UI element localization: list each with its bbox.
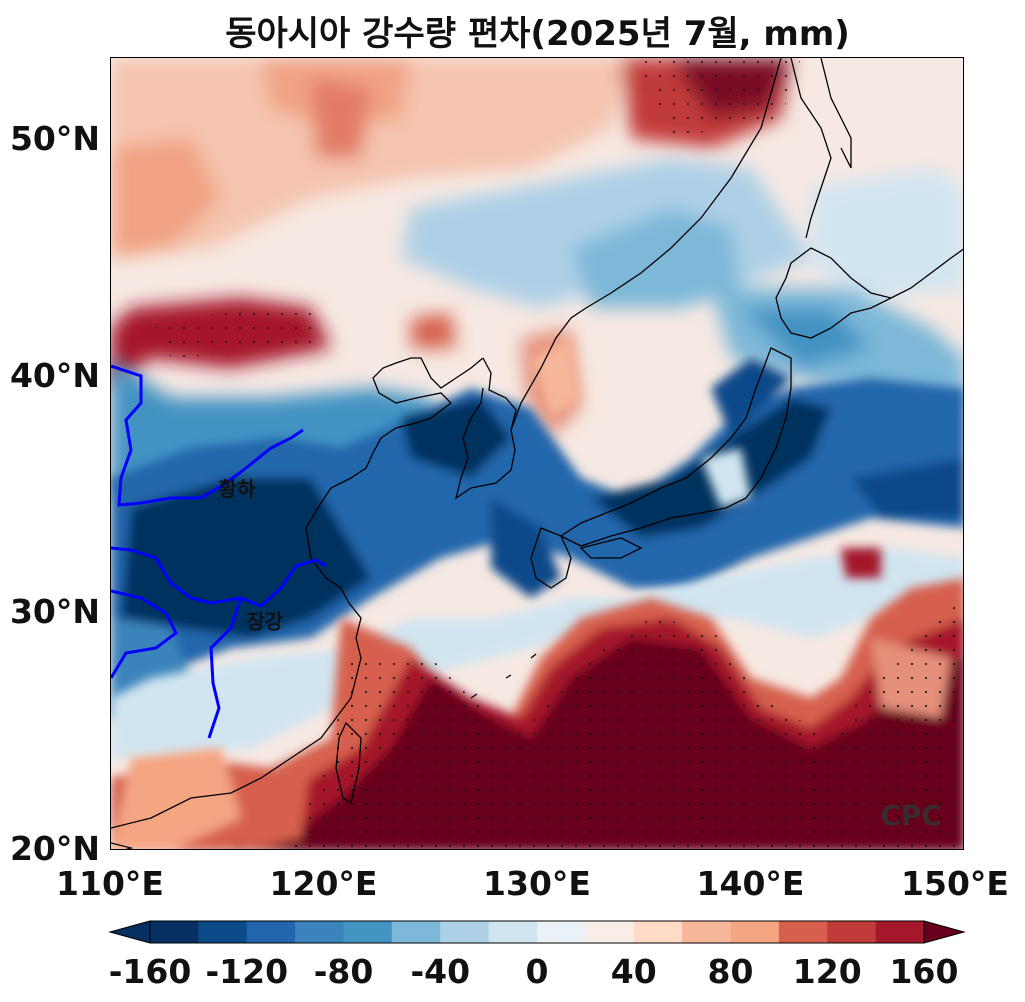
precipitation-anomaly-map: 황하 장강 CPC: [110, 57, 964, 850]
colorbar-tick-label: 80: [707, 952, 754, 991]
colorbar-bin: [391, 921, 441, 943]
colorbar-tick-label: -40: [410, 952, 471, 991]
x-tick-label: 110°E: [56, 864, 164, 903]
colorbar-bin: [488, 921, 538, 943]
colorbar-bin: [778, 921, 828, 943]
anomaly-field: [111, 58, 963, 849]
colorbar-bin: [343, 921, 393, 943]
y-tick-label: 30°N: [9, 592, 100, 632]
colorbar-extend-min: [108, 920, 151, 944]
coastlines: [111, 58, 963, 849]
yangtze-river-label: 장강: [246, 609, 283, 633]
colorbar-bin: [537, 921, 586, 943]
y-tick-label: 40°N: [9, 355, 100, 395]
x-tick-label: 150°E: [901, 864, 1009, 903]
x-tick-label: 130°E: [483, 864, 591, 903]
colorbar-bin: [633, 921, 683, 943]
colorbar-bin: [682, 921, 731, 943]
colorbar-bin: [246, 921, 296, 943]
yellow-river: [111, 364, 304, 507]
colorbar-bin: [295, 921, 344, 943]
yangtze-tributary: [111, 589, 178, 679]
colorbar-bin: [585, 921, 635, 943]
colorbar-tick-label: -120: [205, 952, 289, 991]
colorbar-bin: [198, 921, 248, 943]
colorbar-bin: [730, 921, 780, 943]
colorbar-tick-label: -80: [313, 952, 374, 991]
y-tick-label: 50°N: [9, 118, 100, 158]
colorbar-extend-max: [923, 920, 966, 944]
map-canvas: 황하 장강 CPC: [111, 58, 963, 849]
rivers: [111, 364, 327, 739]
colorbar-tick-label: 0: [525, 952, 549, 991]
colorbar-tick-label: 40: [610, 952, 657, 991]
colorbar-outline: [149, 920, 925, 944]
yellow-river-label: 황하: [219, 477, 256, 501]
colorbar-tick-label: 160: [889, 952, 959, 991]
x-tick-label: 140°E: [696, 864, 805, 903]
gan-river: [207, 597, 243, 739]
colorbar-tick-label: -160: [108, 952, 192, 991]
yangtze-river: [111, 546, 327, 608]
colorbar-bin: [827, 921, 877, 943]
colorbar-bin: [440, 921, 490, 943]
colorbar-bin: [875, 921, 925, 943]
y-tick-label: 20°N: [9, 829, 100, 868]
colorbar-tick-label: 120: [792, 952, 862, 991]
x-tick-label: 120°E: [269, 864, 378, 903]
cpc-watermark: CPC: [880, 799, 942, 832]
chart-title: 동아시아 강수량 편차(2025년 7월, mm): [225, 14, 850, 54]
colorbar-bin: [150, 921, 199, 943]
